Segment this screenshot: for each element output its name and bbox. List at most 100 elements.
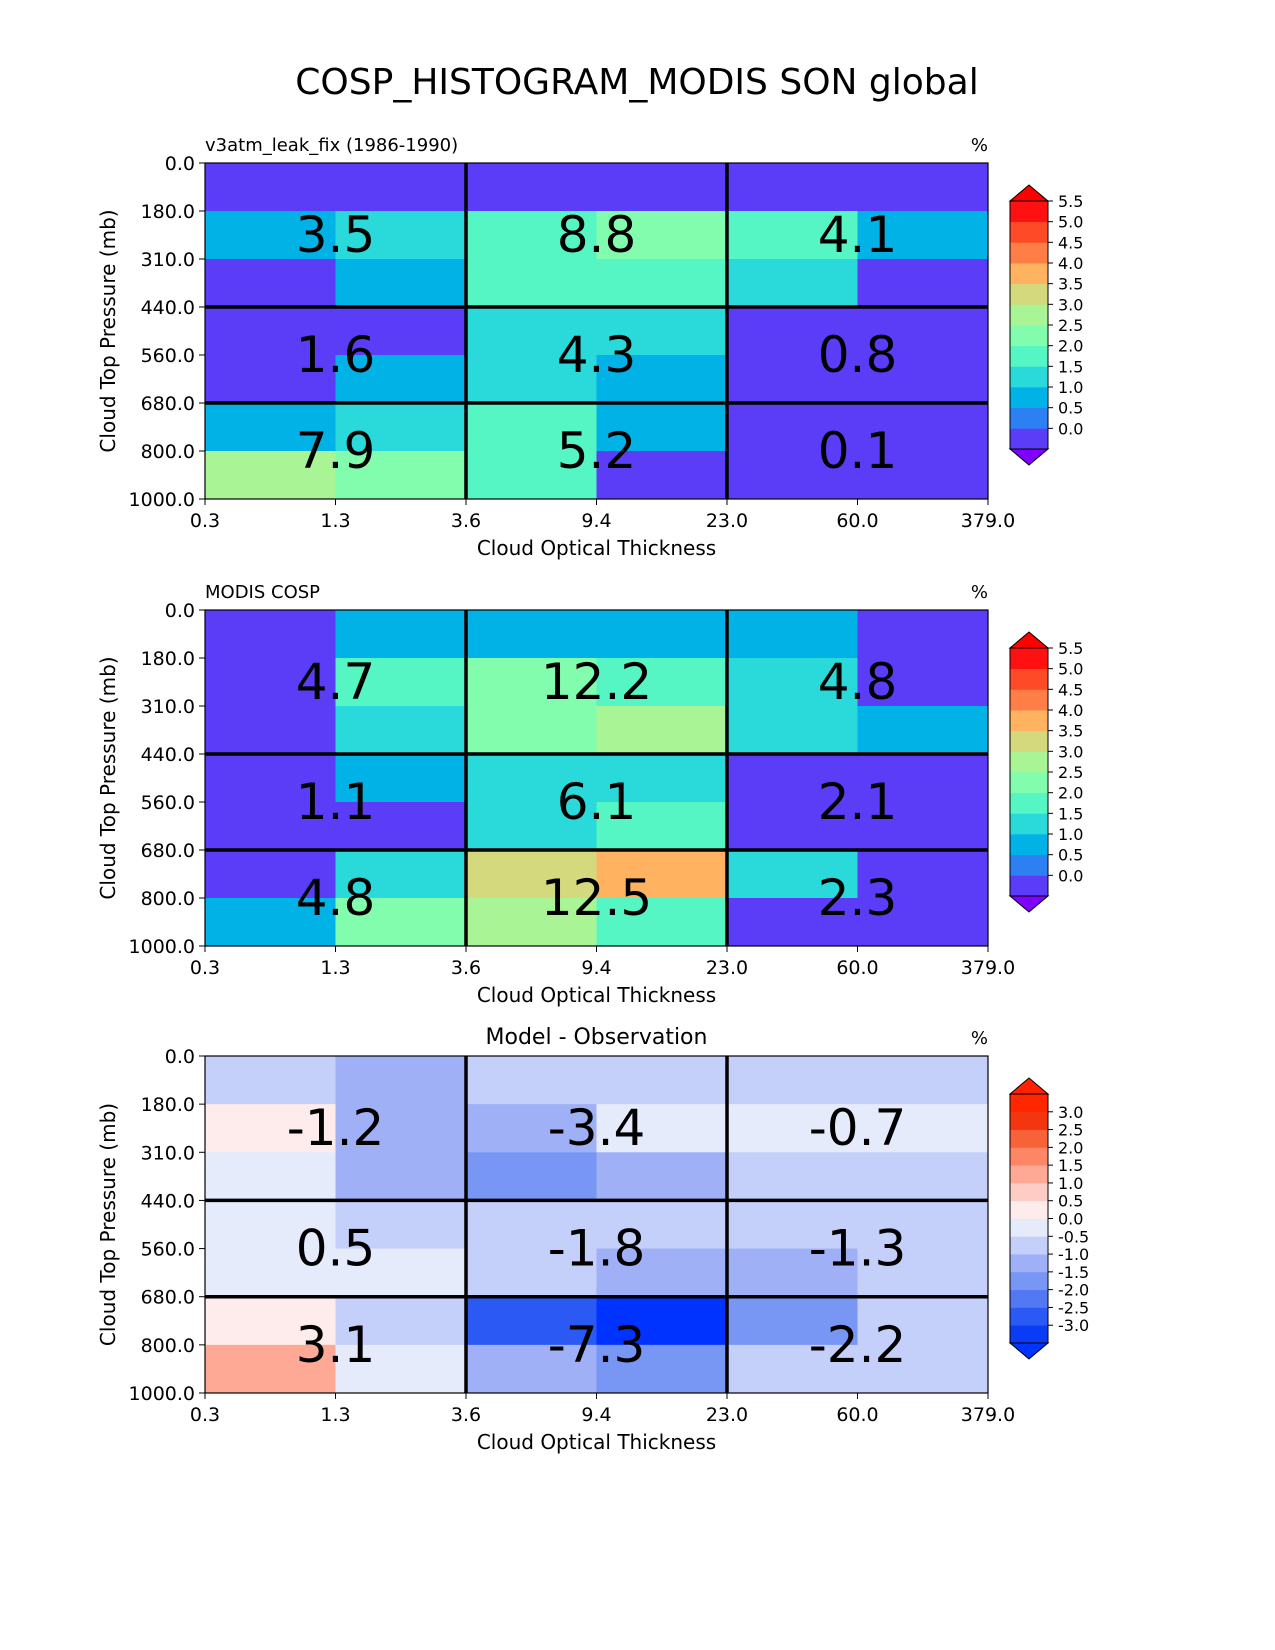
box-value-label: 3.1 xyxy=(296,1316,376,1374)
colorbar-tick-label: -2.5 xyxy=(1058,1298,1089,1317)
colorbar-tick-label: -0.5 xyxy=(1058,1227,1089,1246)
panel-title-left: MODIS COSP xyxy=(205,582,320,603)
heatmap-cell xyxy=(466,355,597,404)
colorbar-segment xyxy=(1010,407,1048,429)
colorbar-segment xyxy=(1010,387,1048,409)
box-value-label: 8.8 xyxy=(557,206,637,264)
heatmap-cell xyxy=(727,898,858,947)
box-value-label: 4.8 xyxy=(818,653,898,711)
panel-difference: -1.2 -3.4 -0.7 0.5 -1.8 -1.3 3.1 -7.3 -2.2 0.3 1.3… xyxy=(96,1025,1089,1454)
y-tick-label: 1000.0 xyxy=(129,936,195,958)
heatmap-cell xyxy=(727,850,858,899)
colorbar-segment xyxy=(1010,751,1048,773)
box-value-label: 1.1 xyxy=(296,773,376,831)
heatmap-cell xyxy=(466,1248,597,1298)
panel-title-center: Model - Observation xyxy=(486,1025,708,1050)
x-tick-label: 3.6 xyxy=(451,510,481,532)
heatmap-cell xyxy=(596,403,728,452)
box-value-label: 12.2 xyxy=(541,653,652,711)
colorbar-segment xyxy=(1010,772,1048,794)
colorbar-segment xyxy=(1010,668,1048,690)
heatmap-cell xyxy=(205,1344,336,1394)
heatmap-cell xyxy=(205,259,336,308)
heatmap-cell xyxy=(596,355,728,404)
y-tick-label: 310.0 xyxy=(141,1142,195,1164)
colorbar-segment xyxy=(1010,201,1048,223)
x-tick-label: 9.4 xyxy=(581,957,611,979)
heatmap-cell xyxy=(335,1200,467,1250)
heatmap-cell xyxy=(727,802,858,851)
box-value-label: -1.3 xyxy=(809,1220,907,1278)
colorbar-tick-label: 3.0 xyxy=(1058,742,1083,761)
heatmap-cell xyxy=(857,898,989,947)
heatmap-cell xyxy=(857,802,989,851)
x-tick-label: 60.0 xyxy=(836,1404,878,1426)
box-value-label: 0.5 xyxy=(296,1220,376,1278)
y-tick-label: 800.0 xyxy=(141,888,195,910)
heatmap-cell xyxy=(596,1296,728,1346)
box-value-label: -1.2 xyxy=(287,1099,385,1157)
colorbar-tick-label: 5.5 xyxy=(1058,192,1083,211)
heatmap-cell xyxy=(335,658,467,707)
box-value-label: 0.8 xyxy=(818,326,898,384)
heatmap-cell xyxy=(335,610,467,659)
heatmap-cell xyxy=(205,307,336,356)
heatmap-cell xyxy=(596,451,728,500)
colorbar-segment xyxy=(1010,1218,1048,1237)
y-tick-label: 1000.0 xyxy=(129,489,195,511)
heatmap-cell xyxy=(857,850,989,899)
x-tick-label: 9.4 xyxy=(581,1404,611,1426)
heatmap-cell xyxy=(466,1200,597,1250)
x-tick-label: 379.0 xyxy=(961,957,1015,979)
heatmap-cell xyxy=(727,355,858,404)
heatmap-cell xyxy=(466,850,597,899)
heatmap-cell xyxy=(596,1056,728,1105)
y-tick-label: 440.0 xyxy=(141,297,195,319)
y-tick-label: 440.0 xyxy=(141,744,195,766)
colorbar-tick-label: 5.0 xyxy=(1058,660,1083,679)
colorbar-tick-label: 2.5 xyxy=(1058,763,1083,782)
x-tick-label: 379.0 xyxy=(961,510,1015,532)
heatmap-cell xyxy=(466,1056,597,1105)
heatmap-cell xyxy=(857,1248,989,1298)
heatmap-cell xyxy=(335,1248,467,1298)
heatmap-cell xyxy=(596,259,728,308)
colorbar-segment xyxy=(1010,792,1048,814)
heatmap-cell xyxy=(727,403,858,452)
x-tick-label: 0.3 xyxy=(190,510,220,532)
colorbar-under-extension xyxy=(1008,1342,1050,1360)
heatmap-cell xyxy=(596,211,728,260)
heatmap-cell xyxy=(335,1344,467,1394)
heatmap-cell xyxy=(335,1104,467,1153)
heatmap-cell xyxy=(596,307,728,356)
heatmap-cell xyxy=(205,1200,336,1250)
heatmap-cell xyxy=(596,1200,728,1250)
x-axis-label: Cloud Optical Thickness xyxy=(477,1430,716,1454)
heatmap-cell xyxy=(596,1248,728,1298)
heatmap-cell xyxy=(466,163,597,212)
box-value-label: 5.2 xyxy=(557,422,637,480)
colorbar-tick-label: 2.5 xyxy=(1058,1121,1083,1140)
heatmap-cell xyxy=(335,1152,467,1201)
y-tick-label: 560.0 xyxy=(141,345,195,367)
box-value-label: 7.9 xyxy=(296,422,376,480)
heatmap-cell xyxy=(596,658,728,707)
heatmap-cell xyxy=(727,259,858,308)
colorbar-segment xyxy=(1010,283,1048,305)
heatmap-cell xyxy=(335,1296,467,1346)
heatmap-cell xyxy=(596,706,728,755)
heatmap-cell xyxy=(727,1248,858,1298)
colorbar-segment xyxy=(1010,366,1048,388)
heatmap-cell xyxy=(335,802,467,851)
colorbar-segment xyxy=(1010,221,1048,243)
heatmap-cell xyxy=(205,211,336,260)
heatmap-cell xyxy=(727,1344,858,1394)
colorbar-segment xyxy=(1010,1094,1048,1113)
heatmap-cell xyxy=(857,610,989,659)
heatmap-cell xyxy=(727,610,858,659)
heatmap-cell xyxy=(205,850,336,899)
x-tick-label: 3.6 xyxy=(451,1404,481,1426)
colorbar-segment xyxy=(1010,1254,1048,1273)
heatmap-cell xyxy=(857,163,989,212)
